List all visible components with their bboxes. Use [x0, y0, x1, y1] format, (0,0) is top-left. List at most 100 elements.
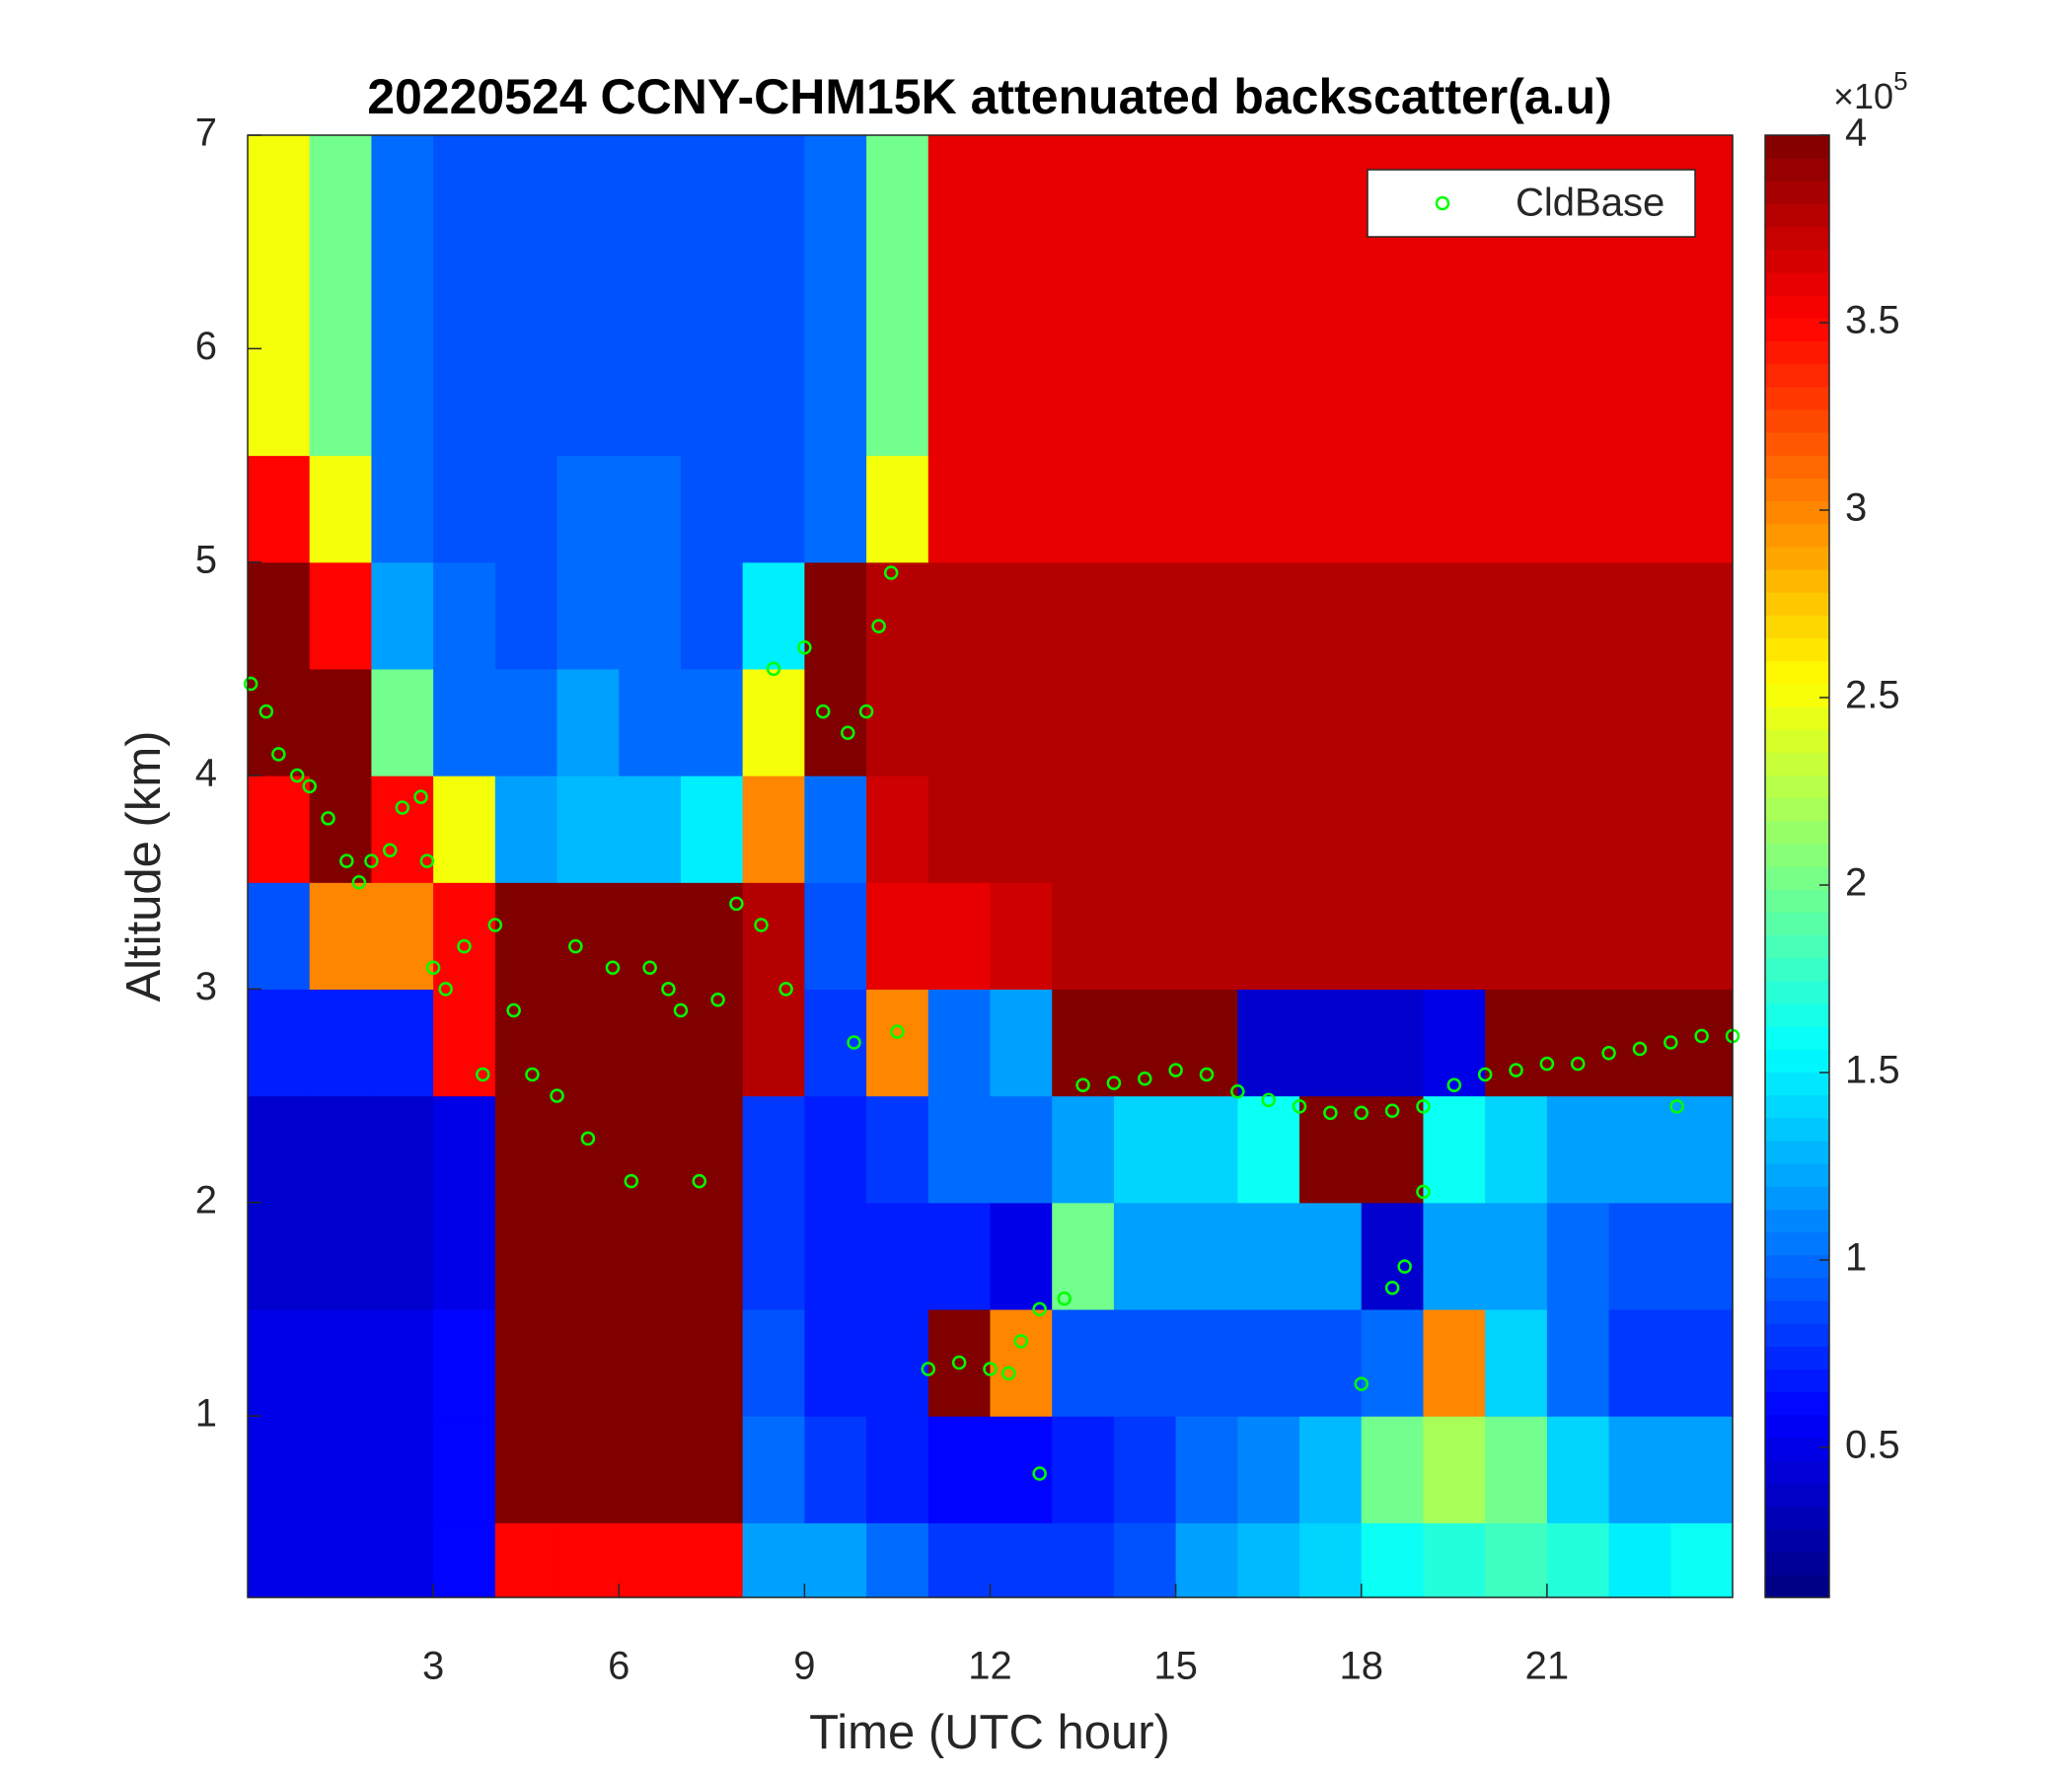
- colorbar-step: [1765, 752, 1829, 776]
- heat-cell: [990, 348, 1053, 457]
- heatmap: [248, 135, 1734, 1598]
- heat-cell: [680, 1095, 744, 1204]
- heat-cell: [1113, 242, 1177, 349]
- colorbar-step: [1765, 363, 1829, 388]
- heat-cell: [619, 242, 682, 349]
- heat-cell: [248, 1095, 311, 1204]
- heat-cell: [433, 1416, 496, 1523]
- heat-cell: [866, 1202, 929, 1310]
- heat-cell: [1299, 1308, 1363, 1417]
- heat-cell: [1361, 668, 1425, 777]
- colorbar-step: [1765, 1209, 1829, 1233]
- cloud-base-point: [438, 982, 453, 997]
- heat-cell: [1175, 242, 1238, 349]
- colorbar-step: [1765, 158, 1829, 182]
- cloud-base-point: [1075, 1077, 1090, 1093]
- heat-cell: [927, 242, 992, 349]
- heat-cell: [371, 135, 434, 243]
- heat-cell: [1237, 1202, 1300, 1310]
- colorbar-step: [1765, 546, 1829, 570]
- heat-cell: [804, 348, 867, 457]
- heat-cell: [1485, 561, 1548, 670]
- y-tick-label: 7: [195, 111, 217, 155]
- heat-cell: [1175, 1202, 1238, 1310]
- heat-cell: [804, 455, 867, 563]
- heat-cell: [433, 1202, 496, 1310]
- heat-cell: [309, 989, 373, 1097]
- colorbar-tick-label: 2.5: [1845, 674, 1900, 717]
- heat-cell: [1608, 348, 1671, 457]
- colorbar-step: [1765, 340, 1829, 365]
- heat-cell: [619, 989, 682, 1097]
- heat-cell: [494, 882, 558, 991]
- heat-cell: [1113, 1416, 1177, 1523]
- y-tick-label: 2: [195, 1178, 217, 1221]
- heat-cell: [1361, 348, 1425, 457]
- heat-cell: [1423, 348, 1486, 457]
- heat-cell: [494, 348, 558, 457]
- heat-cell: [556, 135, 620, 243]
- heat-cell: [1052, 1416, 1115, 1523]
- heat-cell: [556, 1416, 620, 1523]
- heat-cell: [1175, 776, 1238, 883]
- cloud-base-point: [321, 811, 335, 826]
- cloud-base-point: [1106, 1075, 1122, 1090]
- heat-cell: [1361, 1308, 1425, 1417]
- heat-cell: [309, 1095, 373, 1204]
- heat-cell: [1237, 668, 1300, 777]
- cloud-base-point: [580, 1131, 596, 1147]
- heat-cell: [866, 135, 929, 243]
- heat-cell: [1546, 1522, 1610, 1598]
- heat-cell: [371, 455, 434, 563]
- heat-cell: [1485, 668, 1548, 777]
- heat-cell: [433, 455, 496, 563]
- cloud-base-point: [487, 918, 503, 932]
- heat-cell: [248, 242, 311, 349]
- heat-cell: [494, 561, 558, 670]
- cloud-base-point: [1292, 1099, 1307, 1114]
- heat-cell: [1670, 776, 1734, 883]
- heat-cell: [1175, 1095, 1238, 1204]
- heat-cell: [1175, 1308, 1238, 1417]
- heat-cell: [1608, 1522, 1671, 1598]
- heat-cell: [1113, 135, 1177, 243]
- heat-cell: [1113, 776, 1177, 883]
- heat-cell: [1175, 989, 1238, 1097]
- heat-cell: [1052, 561, 1115, 670]
- heat-cell: [556, 668, 620, 777]
- heat-cell: [619, 1095, 682, 1204]
- heat-cell: [927, 1202, 992, 1310]
- colorbar: 0.5 1 1.5 2 2.5 3 3.5 4: [1764, 111, 1900, 1598]
- colorbar-step: [1765, 1414, 1829, 1439]
- heat-cell: [1175, 882, 1238, 991]
- heat-cell: [680, 455, 744, 563]
- heat-cell: [927, 882, 992, 991]
- heat-cell: [1670, 455, 1734, 563]
- colorbar-tick-label: 4: [1845, 111, 1867, 155]
- heat-cell: [619, 348, 682, 457]
- heat-cell: [1052, 668, 1115, 777]
- heat-cell: [1485, 348, 1548, 457]
- heat-cell: [433, 1308, 496, 1417]
- heat-cell: [1175, 1416, 1238, 1523]
- colorbar-step: [1765, 1346, 1829, 1370]
- colorbar-tick-label: 1.5: [1845, 1049, 1900, 1092]
- colorbar-step: [1765, 432, 1829, 456]
- heat-cell: [1485, 455, 1548, 563]
- cloud-base-point: [858, 703, 874, 719]
- heat-cell: [1670, 242, 1734, 349]
- heat-cell: [556, 1308, 620, 1417]
- heat-cell: [371, 1416, 434, 1523]
- cloud-base-point: [1354, 1105, 1369, 1121]
- heat-cell: [309, 242, 373, 349]
- heat-cell: [1670, 668, 1734, 777]
- colorbar-step: [1765, 1437, 1829, 1461]
- heat-cell: [680, 242, 744, 349]
- x-tick-label: 18: [1340, 1645, 1384, 1688]
- colorbar-step: [1765, 226, 1829, 251]
- heat-cell: [804, 1522, 867, 1598]
- cloud-base-point: [1057, 1291, 1072, 1306]
- heat-cell: [1423, 242, 1486, 349]
- heat-cell: [248, 989, 311, 1097]
- heat-cell: [680, 1416, 744, 1523]
